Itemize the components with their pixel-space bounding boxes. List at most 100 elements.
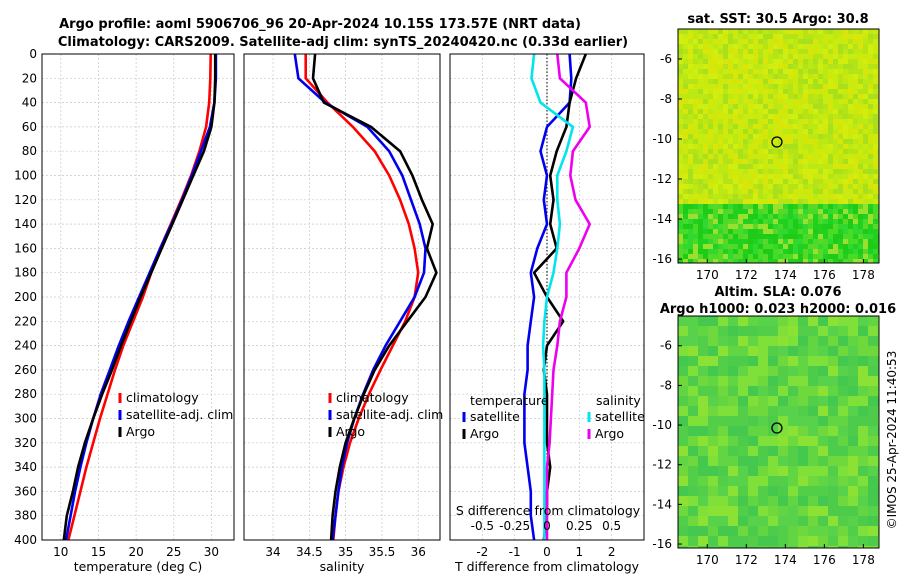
map-cell <box>868 69 873 74</box>
map-cell <box>763 39 768 44</box>
map-cell <box>853 209 858 214</box>
map-cell <box>733 179 738 184</box>
map-cell <box>703 149 708 154</box>
map-cell <box>718 69 723 74</box>
map-cell <box>758 124 763 129</box>
map-cell <box>683 254 688 259</box>
map-cell <box>858 259 863 263</box>
map-cell <box>698 536 708 546</box>
map-cell <box>868 526 878 536</box>
map-cell <box>808 336 818 346</box>
map-cell <box>798 446 808 456</box>
map-cell <box>708 366 718 376</box>
map-cell <box>778 506 788 516</box>
map-cell <box>858 89 863 94</box>
map-cell <box>818 29 823 34</box>
map-cell <box>853 39 858 44</box>
map-cell <box>823 164 828 169</box>
map-cell <box>773 254 778 259</box>
map-cell <box>838 516 848 526</box>
map-cell <box>683 79 688 84</box>
map-cell <box>818 169 823 174</box>
map-cell <box>718 134 723 139</box>
map-cell <box>753 34 758 39</box>
map-cell <box>693 164 698 169</box>
map-cell <box>818 546 828 548</box>
map-cell <box>743 209 748 214</box>
map-cell <box>808 74 813 79</box>
map-cell <box>713 79 718 84</box>
map-cell <box>768 239 773 244</box>
map-cell <box>738 69 743 74</box>
map-cell <box>708 506 718 516</box>
map-cell <box>868 356 878 366</box>
map-cell <box>773 184 778 189</box>
map-cell <box>798 506 808 516</box>
map-cell <box>838 346 848 356</box>
map-cell <box>838 124 843 129</box>
map-cell <box>773 149 778 154</box>
map-cell <box>858 396 868 406</box>
map-cell <box>808 194 813 199</box>
map-cell <box>838 356 848 366</box>
map-cell <box>738 74 743 79</box>
map-cell <box>768 496 778 506</box>
map-cell <box>743 149 748 154</box>
map-cell <box>733 89 738 94</box>
map-cell <box>678 436 688 446</box>
map-cell <box>688 526 698 536</box>
map-cell <box>758 224 763 229</box>
map-cell <box>688 406 698 416</box>
map-cell <box>828 229 833 234</box>
map-cell <box>868 94 873 99</box>
map-cell <box>798 69 803 74</box>
map-cell <box>863 114 868 119</box>
x-tick-label: 34 <box>265 545 280 559</box>
x-axis-label: T difference from climatology <box>454 559 640 574</box>
map-cell <box>793 254 798 259</box>
map-cell <box>828 109 833 114</box>
map-cell <box>833 209 838 214</box>
map-cell <box>858 239 863 244</box>
map-cell <box>718 209 723 214</box>
map-cell <box>768 356 778 366</box>
map-cell <box>838 406 848 416</box>
map-cell <box>748 109 753 114</box>
map-cell <box>728 169 733 174</box>
map-cell <box>798 386 808 396</box>
series-line-temperature-satellite <box>523 53 573 541</box>
map-cell <box>793 154 798 159</box>
map-cell <box>833 94 838 99</box>
map-cell <box>813 189 818 194</box>
map-cell <box>748 416 758 426</box>
map-cell <box>858 526 868 536</box>
map-cell <box>828 49 833 54</box>
x-tick-label: 35.5 <box>369 545 396 559</box>
map-cell <box>843 229 848 234</box>
map-cell <box>828 114 833 119</box>
map-cell <box>838 64 843 69</box>
map-cell <box>748 164 753 169</box>
map-cell <box>833 89 838 94</box>
map-cell <box>688 214 693 219</box>
map-cell <box>783 49 788 54</box>
map-cell <box>858 149 863 154</box>
map-cell <box>698 249 703 254</box>
map-cell <box>713 239 718 244</box>
y-tick-label: 220 <box>14 314 37 328</box>
map-cell <box>768 134 773 139</box>
map-cell <box>848 446 858 456</box>
map-cell <box>753 134 758 139</box>
map-cell <box>873 234 878 239</box>
map-cell <box>723 119 728 124</box>
map-cell <box>818 224 823 229</box>
map-cell <box>863 79 868 84</box>
map-cell <box>788 134 793 139</box>
map-cell <box>848 366 858 376</box>
map-cell <box>798 254 803 259</box>
map-cell <box>708 149 713 154</box>
map-cell <box>758 34 763 39</box>
map-cell <box>778 426 788 436</box>
map-cell <box>688 189 693 194</box>
map-cell <box>748 154 753 159</box>
